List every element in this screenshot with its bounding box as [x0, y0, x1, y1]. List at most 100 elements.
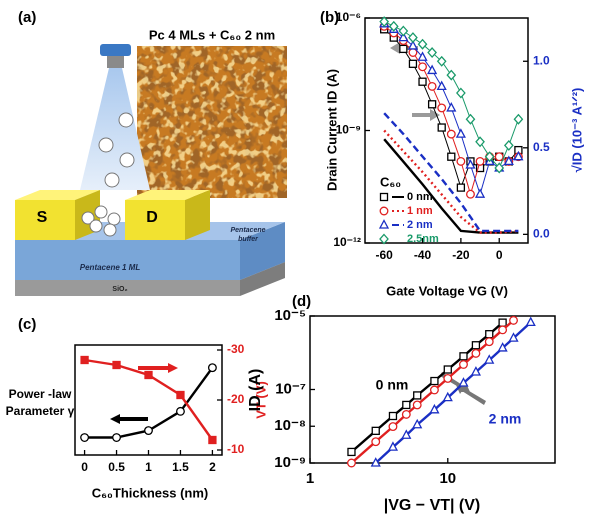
- arrow: [412, 109, 440, 121]
- marker: [494, 152, 504, 162]
- y-tick-label: 10⁻⁸: [274, 417, 306, 434]
- marker: [388, 422, 398, 432]
- marker: [144, 426, 153, 436]
- marker: [475, 156, 485, 166]
- y-tick-label: 10⁻⁷: [275, 380, 306, 397]
- legend-label: 1 nm: [407, 205, 433, 217]
- substrate-side: [240, 262, 285, 296]
- marker: [427, 64, 438, 75]
- marker: [494, 162, 505, 174]
- legend-label: 2 nm: [407, 219, 433, 231]
- marker: [207, 363, 217, 373]
- annotation: 0 nm: [376, 377, 409, 393]
- y2-tick-label: -10: [227, 442, 245, 456]
- marker: [407, 40, 419, 50]
- marker: [497, 342, 508, 352]
- molecule: [107, 212, 121, 226]
- marker: [208, 435, 217, 445]
- marker: [471, 348, 481, 358]
- marker: [475, 136, 485, 148]
- drain-top: [125, 190, 210, 200]
- marker: [443, 365, 452, 374]
- marker: [470, 366, 481, 376]
- legend-label: 2.5nm: [407, 233, 439, 245]
- afm-highlight: [137, 46, 287, 198]
- marker: [456, 87, 466, 99]
- molecule: [81, 211, 95, 225]
- x-tick-label: -20: [452, 248, 470, 262]
- marker: [427, 81, 437, 91]
- source-front: [15, 200, 75, 240]
- y2-tick-label: -20: [227, 392, 245, 406]
- marker: [418, 62, 427, 72]
- marker: [458, 377, 469, 387]
- drain-label: D: [146, 209, 158, 226]
- buffer-label: Pentacene: [230, 227, 265, 234]
- marker: [388, 20, 399, 32]
- marker: [176, 406, 185, 416]
- legend-title: C₆₀: [380, 174, 401, 189]
- x-tick-label: 1.5: [172, 460, 189, 474]
- marker: [176, 390, 185, 400]
- marker: [508, 332, 519, 342]
- marker: [371, 426, 380, 435]
- drain-front: [125, 200, 185, 240]
- marker: [388, 411, 398, 421]
- marker: [412, 418, 423, 429]
- marker: [144, 370, 153, 380]
- marker: [412, 400, 422, 410]
- x-tick-label: 1: [306, 470, 314, 487]
- layer-label: Pentacene 1 ML: [80, 263, 141, 272]
- molecule: [104, 172, 120, 188]
- x-axis-label: |VG − VT| (V): [384, 497, 481, 514]
- marker: [347, 447, 356, 457]
- marker: [401, 409, 411, 419]
- marker: [112, 433, 121, 442]
- marker: [446, 102, 457, 112]
- marker: [429, 385, 439, 395]
- marker: [427, 47, 437, 59]
- y-axis-label: ID (A): [247, 369, 264, 412]
- marker: [417, 51, 428, 61]
- marker: [401, 429, 412, 439]
- marker: [80, 355, 89, 365]
- marker: [446, 69, 457, 81]
- series-line: [383, 129, 519, 234]
- plot-frame: [364, 17, 529, 244]
- arrow: [138, 363, 178, 373]
- x-axis-label: Gate Voltage VG (V): [386, 283, 508, 298]
- substrate-label: SiO₂: [112, 286, 127, 293]
- pentacene-front: [15, 240, 240, 280]
- marker: [379, 16, 390, 28]
- panel-label: (b): [320, 9, 339, 26]
- marker: [398, 25, 409, 37]
- y-axis-label: Drain Current ID (A): [324, 69, 339, 191]
- marker: [408, 48, 418, 57]
- molecule: [103, 223, 117, 237]
- marker: [371, 437, 381, 447]
- marker: [456, 183, 466, 192]
- marker: [112, 360, 121, 370]
- marker: [484, 151, 495, 163]
- x-tick-label: 0: [81, 460, 88, 474]
- drain-side: [185, 190, 210, 240]
- x-tick-label: 1: [145, 460, 152, 474]
- x-tick-label: 2: [209, 460, 216, 474]
- y-tick-label: 10⁻⁵: [274, 307, 306, 324]
- marker: [80, 433, 90, 442]
- marker: [513, 150, 524, 161]
- annotation: 2 nm: [489, 411, 522, 427]
- marker: [503, 155, 514, 166]
- marker: [474, 188, 486, 198]
- marker: [408, 32, 418, 44]
- marker: [459, 360, 468, 369]
- afm-title: Pc 4 MLs + C₆₀ 2 nm: [149, 27, 275, 42]
- channel-molecules: [81, 205, 121, 237]
- nozzle-cap: [100, 44, 131, 56]
- marker: [379, 233, 389, 245]
- marker: [417, 38, 428, 50]
- y2-tick-label: 0.5: [533, 140, 550, 154]
- panel-label: (d): [292, 293, 311, 310]
- marker: [430, 376, 439, 386]
